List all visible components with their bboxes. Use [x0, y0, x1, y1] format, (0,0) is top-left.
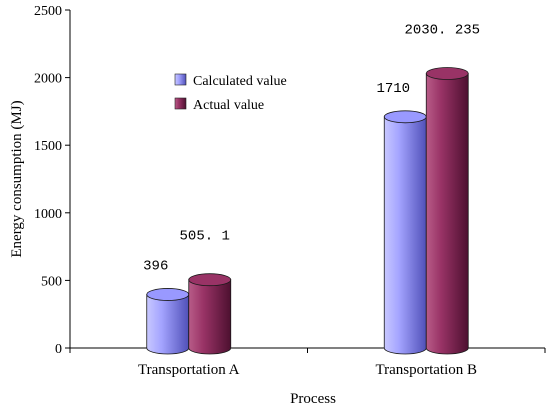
x-tick-label: Transportation A	[138, 362, 240, 378]
bar-body	[188, 279, 232, 355]
y-tick-label: 2000	[34, 72, 62, 87]
y-axis-label: Energy consumption (MJ)	[9, 100, 25, 257]
bars-group	[146, 67, 469, 355]
bar-top	[146, 288, 190, 301]
bar-body	[425, 73, 469, 355]
legend-swatch-actual	[174, 97, 187, 110]
y-tick-label: 1500	[34, 139, 62, 154]
legend-swatch-calculated	[174, 73, 187, 86]
bar-actual	[188, 273, 232, 355]
bar-body	[383, 116, 427, 355]
bar-calculated	[146, 288, 190, 355]
y-tick-label: 1000	[34, 207, 62, 222]
bar-body	[146, 294, 190, 355]
bar-top	[425, 67, 469, 80]
bar-top	[188, 273, 232, 287]
data-label: 505. 1	[180, 229, 230, 245]
y-axis-ticks: 0 500 1000 1500 2000 2500	[34, 4, 70, 357]
y-tick-label: 2500	[34, 4, 62, 19]
y-tick-label: 0	[55, 342, 62, 357]
data-label: 2030. 235	[404, 23, 480, 39]
legend-label-actual: Actual value	[193, 98, 264, 113]
bar-top	[383, 110, 427, 124]
bar-calculated	[383, 110, 427, 355]
x-tick-label: Transportation B	[375, 362, 477, 378]
legend-label-calculated: Calculated value	[193, 74, 287, 89]
bar-actual	[425, 67, 469, 355]
x-axis-ticks: Transportation A Transportation B	[69, 348, 546, 378]
data-labels-group: 396 505. 1 1710 2030. 235	[143, 23, 480, 275]
x-axis-label: Process	[290, 391, 336, 407]
legend: Calculated value Actual value	[174, 73, 287, 113]
y-tick-label: 500	[41, 274, 62, 289]
legend-item-actual: Actual value	[174, 97, 264, 113]
data-label: 1710	[376, 81, 410, 97]
data-label: 396	[143, 258, 168, 274]
legend-item-calculated: Calculated value	[174, 73, 287, 89]
